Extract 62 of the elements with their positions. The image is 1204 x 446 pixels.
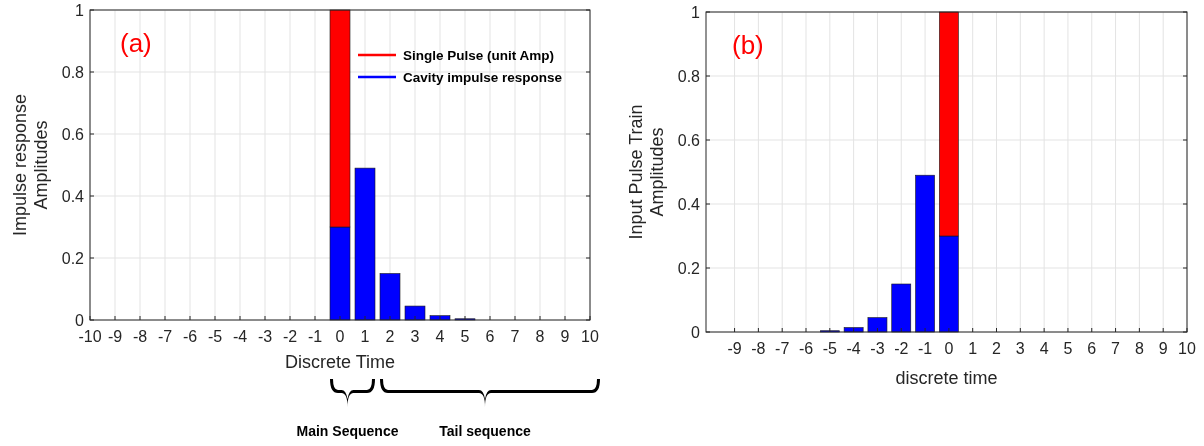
x-tick-label: 0 bbox=[335, 328, 345, 345]
x-axis-title: Discrete Time bbox=[284, 352, 396, 372]
x-tick-label: -4 bbox=[846, 340, 861, 357]
y-tick-label: 1 bbox=[75, 2, 85, 19]
y-tick-label: 0.2 bbox=[61, 250, 85, 267]
y-tick-label: 0 bbox=[75, 312, 85, 329]
x-tick-label: 7 bbox=[1111, 340, 1121, 357]
legend-label: Cavity impulse response bbox=[403, 70, 563, 85]
x-tick-label: -10 bbox=[78, 328, 102, 345]
y-tick-label: 0.6 bbox=[61, 126, 85, 143]
annotation: (b) bbox=[732, 30, 764, 60]
x-tick-label: 9 bbox=[560, 328, 570, 345]
x-tick-label: -2 bbox=[282, 328, 298, 345]
x-tick-label: -7 bbox=[775, 340, 790, 357]
x-tick-label: 4 bbox=[435, 328, 445, 345]
x-tick-label: 3 bbox=[410, 328, 420, 345]
x-tick-label: -5 bbox=[822, 340, 838, 357]
x-tick-label: -9 bbox=[727, 340, 742, 357]
x-tick-label: 1 bbox=[360, 328, 370, 345]
x-tick-label: -6 bbox=[182, 328, 198, 345]
y-tick-label: 0.4 bbox=[677, 196, 701, 213]
x-tick-label: 3 bbox=[1015, 340, 1025, 357]
x-tick-label: 7 bbox=[510, 328, 520, 345]
y-tick-label: 0.2 bbox=[677, 260, 701, 277]
legend-label: Single Pulse (unit Amp) bbox=[403, 48, 555, 63]
x-tick-label: -1 bbox=[307, 328, 323, 345]
y-tick-label: 0.6 bbox=[677, 132, 701, 149]
x-tick-label: -2 bbox=[894, 340, 909, 357]
x-tick-label: -6 bbox=[798, 340, 814, 357]
x-tick-label: -8 bbox=[751, 340, 766, 357]
x-axis-title: discrete time bbox=[895, 368, 998, 388]
x-tick-label: -5 bbox=[207, 328, 223, 345]
y-tick-label: 0.4 bbox=[61, 188, 85, 205]
x-tick-label: 2 bbox=[992, 340, 1002, 357]
text: Tail sequence bbox=[439, 423, 531, 439]
x-tick-label: 1 bbox=[968, 340, 978, 357]
y-axis-title: Impulse response Amplitudes bbox=[10, 93, 51, 237]
x-tick-label: -8 bbox=[132, 328, 148, 345]
x-tick-label: 4 bbox=[1039, 340, 1049, 357]
x-tick-label: 6 bbox=[485, 328, 495, 345]
x-tick-label: 0 bbox=[944, 340, 954, 357]
text: Main Sequence bbox=[296, 423, 399, 439]
annotation: (a) bbox=[120, 28, 152, 58]
x-tick-label: 10 bbox=[1178, 340, 1196, 357]
x-tick-label: -7 bbox=[157, 328, 173, 345]
x-tick-label: 10 bbox=[581, 328, 599, 345]
x-tick-label: 2 bbox=[385, 328, 395, 345]
x-tick-label: -9 bbox=[107, 328, 123, 345]
x-tick-label: -3 bbox=[870, 340, 885, 357]
x-tick-label: 6 bbox=[1087, 340, 1097, 357]
y-tick-label: 1 bbox=[691, 4, 701, 21]
x-tick-label: 8 bbox=[535, 328, 545, 345]
x-tick-label: 8 bbox=[1134, 340, 1144, 357]
x-tick-label: -1 bbox=[917, 340, 933, 357]
x-tick-label: 5 bbox=[1063, 340, 1073, 357]
x-tick-label: -4 bbox=[232, 328, 248, 345]
x-tick-label: 5 bbox=[460, 328, 470, 345]
y-axis-title: Input Pulse Train Amplitudes bbox=[626, 104, 667, 240]
x-tick-label: -3 bbox=[257, 328, 273, 345]
x-tick-label: 9 bbox=[1158, 340, 1168, 357]
y-tick-label: 0.8 bbox=[61, 64, 85, 81]
y-tick-label: 0.8 bbox=[677, 68, 701, 85]
